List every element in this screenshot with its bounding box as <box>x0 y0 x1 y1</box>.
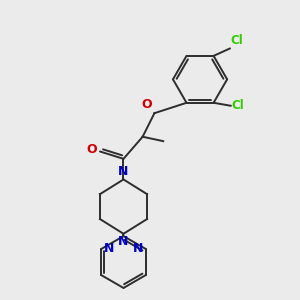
Text: Cl: Cl <box>232 99 244 112</box>
Text: N: N <box>104 242 114 255</box>
Text: O: O <box>141 98 152 111</box>
Text: N: N <box>133 242 143 255</box>
Text: N: N <box>118 235 129 248</box>
Text: O: O <box>86 143 97 157</box>
Text: N: N <box>118 165 129 178</box>
Text: Cl: Cl <box>231 34 243 47</box>
